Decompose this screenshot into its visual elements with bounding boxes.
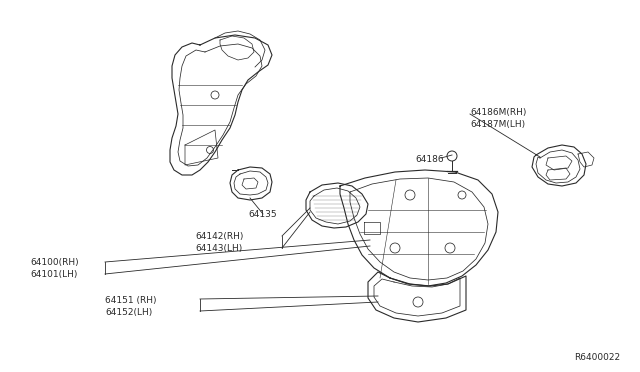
Text: R6400022: R6400022: [574, 353, 620, 362]
Text: 64151 (RH): 64151 (RH): [105, 296, 157, 305]
Text: 64186: 64186: [415, 155, 444, 164]
Text: 64152(LH): 64152(LH): [105, 308, 152, 317]
Text: 64101(LH): 64101(LH): [30, 270, 77, 279]
Text: 64135: 64135: [249, 210, 277, 219]
Text: 64186M(RH): 64186M(RH): [470, 108, 526, 117]
Text: 64100(RH): 64100(RH): [30, 258, 79, 267]
Text: 64187M(LH): 64187M(LH): [470, 120, 525, 129]
Text: 64142(RH): 64142(RH): [195, 232, 243, 241]
Text: 64143(LH): 64143(LH): [195, 244, 243, 253]
